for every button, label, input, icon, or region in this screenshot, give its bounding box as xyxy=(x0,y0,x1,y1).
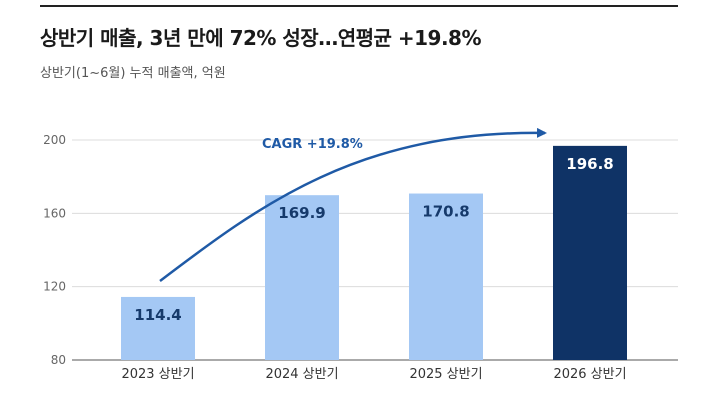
bar-value-label: 114.4 xyxy=(134,306,181,324)
cagr-arrow xyxy=(159,127,547,282)
y-tick-label: 160 xyxy=(43,206,66,220)
x-tick-label: 2024 상반기 xyxy=(265,367,338,382)
bar xyxy=(121,296,195,360)
bar xyxy=(409,193,483,360)
top-rule xyxy=(40,5,678,7)
y-tick-label: 120 xyxy=(43,280,66,294)
chart-title: 상반기 매출, 3년 만에 72% 성장…연평균 +19.8% xyxy=(40,26,482,50)
cagr-annotation-label: CAGR +19.8% xyxy=(262,137,363,152)
bar xyxy=(265,195,339,360)
y-tick-label: 80 xyxy=(51,353,66,367)
bar-value-label: 169.9 xyxy=(278,204,325,222)
bar xyxy=(553,145,627,360)
x-tick-label: 2023 상반기 xyxy=(121,367,194,382)
bar-value-label: 196.8 xyxy=(566,155,613,173)
y-tick-label: 200 xyxy=(43,133,66,147)
x-tick-label: 2026 상반기 xyxy=(553,367,626,382)
bar-value-label: 170.8 xyxy=(422,203,469,221)
x-tick-label: 2025 상반기 xyxy=(409,367,482,382)
chart-subtitle: 상반기(1~6월) 누적 매출액, 억원 xyxy=(40,66,226,81)
